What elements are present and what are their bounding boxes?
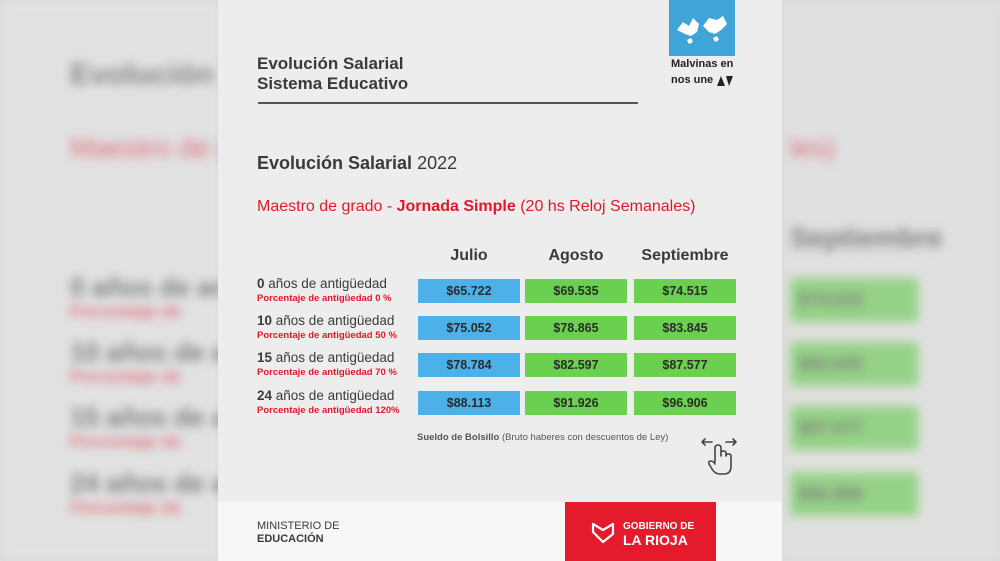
ministry-line1: MINISTERIO DE: [257, 520, 340, 532]
subtitle-suffix: (20 hs Reloj Semanales): [515, 198, 696, 215]
value-cell-septiembre: $83.845: [634, 316, 736, 340]
la-rioja-emblem-icon: [591, 520, 615, 544]
footnote-rest: (Bruto haberes con descuentos de Ley): [499, 432, 669, 443]
row-label: 24 años de antigüedad Porcentaje de anti…: [257, 388, 400, 416]
row-label: 0 años de antigüedad Porcentaje de antig…: [257, 276, 392, 304]
logo-text-line2: nos une: [671, 74, 714, 86]
value-cell-septiembre: $96.906: [634, 391, 736, 415]
section-title: Evolución Salarial 2022: [257, 153, 457, 174]
value-cell-julio: $75.052: [418, 316, 520, 340]
column-header-septiembre: Septiembre: [641, 247, 729, 264]
value-cell-julio: $65.722: [418, 279, 520, 303]
row-percentage: Porcentaje de antigüedad 70 %: [257, 367, 397, 378]
row-percentage: Porcentaje de antigüedad 120%: [257, 405, 400, 416]
blurred-value-cell: $83.845: [790, 342, 918, 386]
blurred-row-pct: Porcentaje de: [70, 432, 182, 451]
footnote-bold: Sueldo de Bolsillo: [417, 432, 500, 443]
footnote: Sueldo de Bolsillo (Bruto haberes con de…: [417, 432, 668, 443]
blurred-subtitle-left: Maestro de gr: [70, 132, 243, 163]
blurred-left-panel: [0, 0, 220, 561]
malvinas-logo: Malvinas en nos une: [669, 0, 735, 92]
blurred-value-cell: $96.906: [790, 472, 918, 516]
islands-map-icon: [669, 0, 735, 56]
blurred-row-pct: Porcentaje de: [70, 302, 182, 321]
row-label: 10 años de antigüedad Porcentaje de anti…: [257, 313, 397, 341]
value-cell-septiembre: $87.577: [634, 353, 736, 377]
subtitle: Maestro de grado - Jornada Simple (20 hs…: [257, 198, 695, 216]
blurred-row-pct: Porcentaje de: [70, 498, 182, 517]
ministry-label: MINISTERIO DE EDUCACIÓN: [257, 520, 340, 546]
subtitle-prefix: Maestro de grado -: [257, 198, 397, 215]
column-header-julio: Julio: [450, 247, 488, 264]
swipe-hand-icon: [700, 434, 740, 476]
header-title-line1: Evolución Salarial: [257, 54, 404, 73]
blurred-row-pct: Porcentaje de: [70, 367, 182, 386]
blurred-subtitle-right: les): [790, 132, 836, 163]
header-divider: [258, 102, 638, 104]
header-title-line2: Sistema Educativo: [257, 74, 409, 93]
row-years: 24: [257, 388, 273, 403]
value-cell-julio: $88.113: [418, 391, 520, 415]
section-title-text: Evolución Salarial: [257, 153, 413, 173]
row-years-label: años de antigüedad: [272, 313, 395, 328]
row-years-label: años de antigüedad: [272, 350, 395, 365]
blurred-title: Evolución S: [70, 58, 242, 91]
subtitle-bold: Jornada Simple: [396, 198, 516, 215]
row-years: 10: [257, 313, 273, 328]
value-cell-septiembre: $74.515: [634, 279, 736, 303]
row-years: 0: [257, 276, 265, 291]
value-cell-julio: $78.784: [418, 353, 520, 377]
footer: MINISTERIO DE EDUCACIÓN GOBIERNO DE LA R…: [218, 502, 782, 561]
section-title-year: 2022: [417, 153, 458, 173]
column-header-agosto: Agosto: [548, 247, 604, 264]
gov-text-line1: GOBIERNO DE: [623, 521, 695, 532]
row-percentage: Porcentaje de antigüedad 50 %: [257, 330, 397, 341]
value-cell-agosto: $91.926: [525, 391, 627, 415]
gov-text-line2: LA RIOJA: [623, 532, 688, 548]
row-label: 15 años de antigüedad Porcentaje de anti…: [257, 350, 397, 378]
logo-glyphs-icon: [717, 76, 733, 88]
row-years: 15: [257, 350, 273, 365]
logo-text-line1: Malvinas en: [671, 58, 734, 70]
gobierno-la-rioja-logo: GOBIERNO DE LA RIOJA: [565, 502, 716, 561]
row-percentage: Porcentaje de antigüedad 0 %: [257, 293, 392, 304]
blurred-column-header: Septiembre: [790, 222, 943, 253]
row-years-label: años de antigüedad: [272, 388, 395, 403]
value-cell-agosto: $69.535: [525, 279, 627, 303]
value-cell-agosto: $78.865: [525, 316, 627, 340]
salary-card: Evolución Salarial Sistema Educativo Mal…: [218, 0, 782, 561]
value-cell-agosto: $82.597: [525, 353, 627, 377]
ministry-line2: EDUCACIÓN: [257, 533, 324, 545]
header-title: Evolución Salarial Sistema Educativo: [257, 54, 408, 94]
blurred-value-cell: $74.515: [790, 278, 918, 322]
blurred-value-cell: $87.577: [790, 406, 918, 450]
row-years-label: años de antigüedad: [264, 276, 387, 291]
